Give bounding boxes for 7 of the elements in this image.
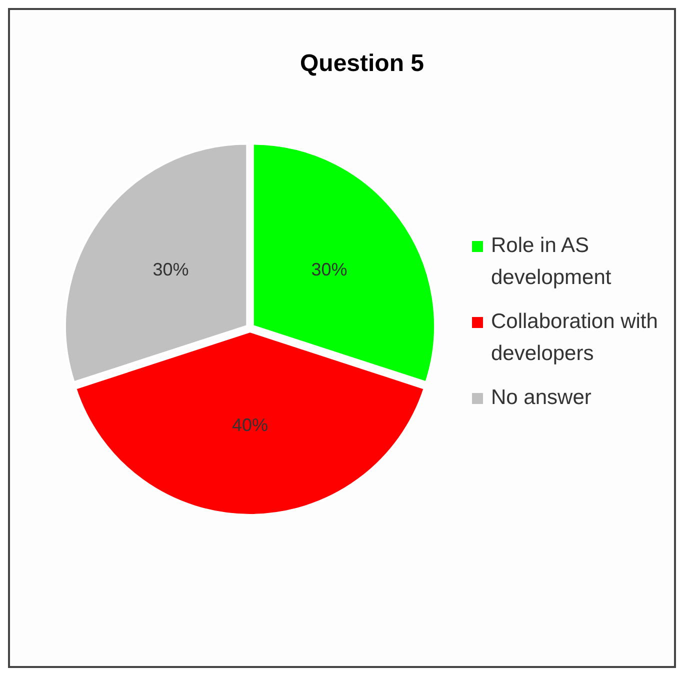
legend-label: Collaboration with developers [491,309,659,367]
data-label: 30% [152,259,189,280]
legend-label: Role in AS development [491,233,612,291]
data-label: 30% [311,259,348,280]
data-label: 40% [232,414,268,435]
legend-label: No answer [491,385,592,411]
chart-title: Question 5 [298,50,426,78]
